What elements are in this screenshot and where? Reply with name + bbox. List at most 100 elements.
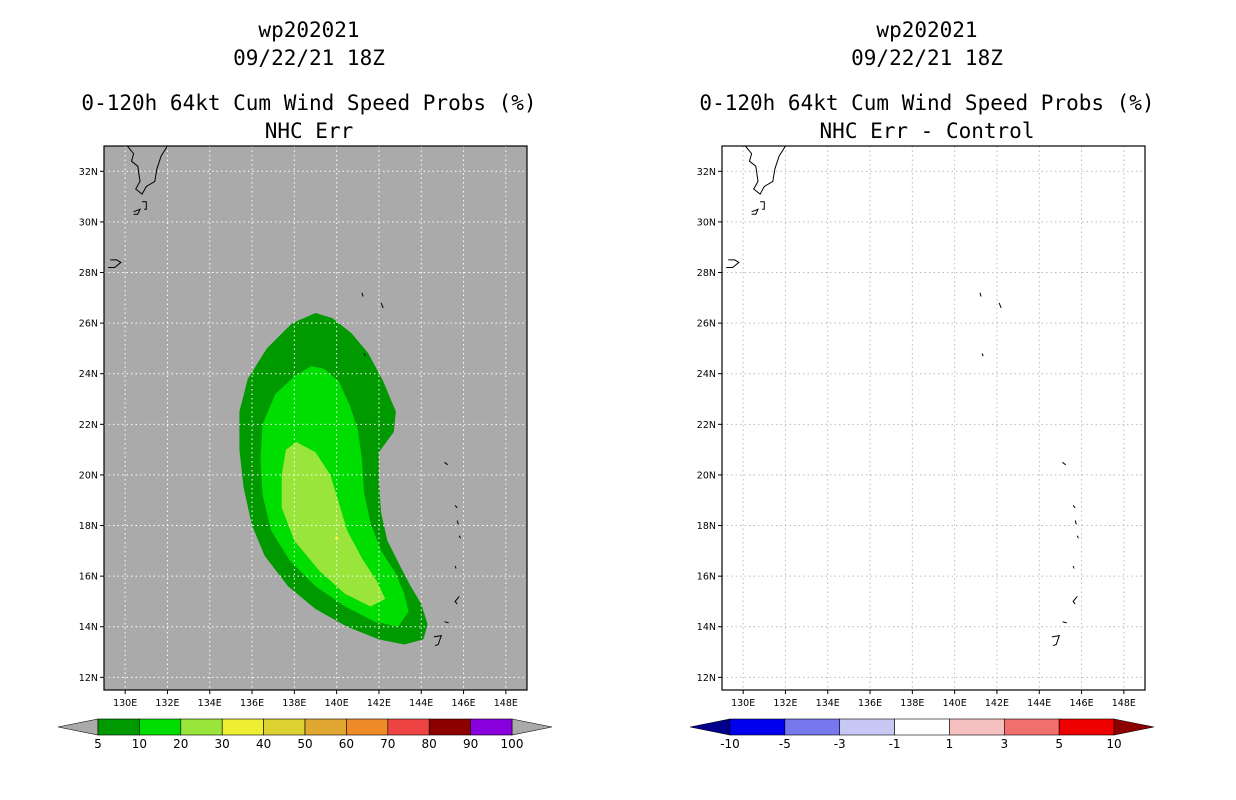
colorbar-extend-low <box>689 718 731 736</box>
coastline-islet-5 <box>1072 504 1076 509</box>
left-coastlines <box>108 145 461 647</box>
left-axis-ticks: 130E 132E 134E 136E 138E 140E 142E 144E 146E 148E… <box>79 167 518 709</box>
coastline-islet-9 <box>454 596 460 605</box>
coastline-kyushu <box>744 145 786 195</box>
x-tick-label: 148E <box>494 698 518 709</box>
y-tick-label: 28N <box>79 268 98 279</box>
x-tick-label: 140E <box>943 698 967 709</box>
x-tick-label: 144E <box>1027 698 1051 709</box>
coastline-island-a <box>133 208 141 215</box>
colorbar-label: 10 <box>132 737 147 751</box>
y-tick-label: 26N <box>79 319 98 330</box>
x-tick-label: 146E <box>1069 698 1093 709</box>
left-grid <box>104 146 527 690</box>
colorbar-label: 80 <box>422 737 437 751</box>
colorbar-label: 20 <box>173 737 188 751</box>
coastline-islet-4 <box>1062 461 1067 466</box>
y-tick-label: 20N <box>697 470 716 481</box>
y-tick-label: 22N <box>697 420 716 431</box>
y-tick-label: 20N <box>79 470 98 481</box>
x-tick-label: 134E <box>198 698 222 709</box>
colorbar-extend-high <box>1113 718 1155 736</box>
y-tick-label: 14N <box>79 622 98 633</box>
colorbar-swatch <box>221 718 264 736</box>
left-map-frame <box>103 145 528 691</box>
colorbar-swatch <box>784 718 841 736</box>
coastline-islet-1 <box>361 292 364 297</box>
colorbar-label: 100 <box>501 737 524 751</box>
colorbar-label: 50 <box>297 737 312 751</box>
right-axis-ticks: 130E 132E 134E 136E 138E 140E 142E 144E 146E 148E… <box>697 167 1136 709</box>
coastline-islet-9 <box>1072 596 1078 605</box>
y-tick-label: 28N <box>697 268 716 279</box>
x-tick-label: 132E <box>773 698 797 709</box>
right-title-product: 0-120h 64kt Cum Wind Speed Probs (%) <box>699 91 1154 115</box>
coastline-islet-7 <box>1076 535 1079 539</box>
y-tick-label: 18N <box>79 521 98 532</box>
y-tick-label: 12N <box>79 673 98 684</box>
y-tick-label: 16N <box>79 572 98 583</box>
right-title-time: 09/22/21 18Z <box>851 46 1003 70</box>
colorbar-swatch <box>180 718 223 736</box>
right-map-frame <box>721 145 1146 691</box>
coastline-guam <box>433 634 443 647</box>
y-tick-label: 30N <box>697 217 716 228</box>
coastline-kyushu <box>126 145 168 195</box>
colorbar-swatch <box>139 718 182 736</box>
x-tick-label: 140E <box>325 698 349 709</box>
colorbar-label: 30 <box>215 737 230 751</box>
colorbar-label: 1 <box>946 737 954 751</box>
coastline-island-b <box>760 201 765 210</box>
coastline-islet-8 <box>1072 565 1075 569</box>
x-tick-label: 144E <box>409 698 433 709</box>
left-title-subtitle: NHC Err <box>265 119 354 143</box>
y-tick-label: 12N <box>697 673 716 684</box>
coastline-islet-7 <box>458 535 461 539</box>
colorbar-swatch <box>1058 718 1115 736</box>
colorbar-label: 3 <box>1000 737 1008 751</box>
left-contours <box>239 313 428 645</box>
y-tick-label: 24N <box>697 369 716 380</box>
coastline-islet-3 <box>363 353 366 357</box>
y-tick-label: 26N <box>697 319 716 330</box>
colorbar-swatch <box>949 718 1005 736</box>
colorbar-label: 90 <box>463 737 478 751</box>
coastline-islet-5 <box>454 504 458 509</box>
colorbar-swatch <box>839 718 895 736</box>
right-grid <box>722 146 1145 690</box>
x-tick-label: 136E <box>240 698 264 709</box>
coastline-island-b <box>142 201 147 210</box>
right-title-storm: wp202021 <box>876 18 977 42</box>
right-title-subtitle: NHC Err - Control <box>820 119 1035 143</box>
y-tick-label: 22N <box>79 420 98 431</box>
coastline-islet-10 <box>444 621 449 624</box>
y-tick-label: 30N <box>79 217 98 228</box>
coastline-islet-8 <box>454 565 457 569</box>
y-tick-label: 24N <box>79 369 98 380</box>
x-tick-label: 142E <box>985 698 1009 709</box>
coastline-island-c <box>108 259 122 268</box>
right-panel: wp202021 09/22/21 18Z 0-120h 64kt Cum Wi… <box>689 18 1155 751</box>
x-tick-label: 130E <box>731 698 755 709</box>
colorbar-swatch <box>729 718 786 736</box>
coastline-island-a <box>751 208 759 215</box>
colorbar-label: -1 <box>889 737 901 751</box>
x-tick-label: 138E <box>900 698 924 709</box>
x-tick-label: 146E <box>451 698 475 709</box>
left-title-storm: wp202021 <box>258 18 359 42</box>
x-tick-label: 142E <box>367 698 391 709</box>
colorbar-swatch <box>304 718 347 736</box>
coastline-islet-6 <box>456 520 459 525</box>
colorbar-swatch <box>1003 718 1060 736</box>
left-colorbar: 5 10 20 30 40 50 60 70 80 90 100 <box>57 718 553 751</box>
x-tick-label: 132E <box>155 698 179 709</box>
y-tick-label: 14N <box>697 622 716 633</box>
colorbar-label: 10 <box>1106 737 1121 751</box>
colorbar-extend-low <box>57 718 99 736</box>
colorbar-swatch <box>263 718 306 736</box>
x-tick-label: 138E <box>282 698 306 709</box>
colorbar-label: 60 <box>339 737 354 751</box>
colorbar-swatch <box>97 718 140 736</box>
colorbar-swatch <box>387 718 430 736</box>
